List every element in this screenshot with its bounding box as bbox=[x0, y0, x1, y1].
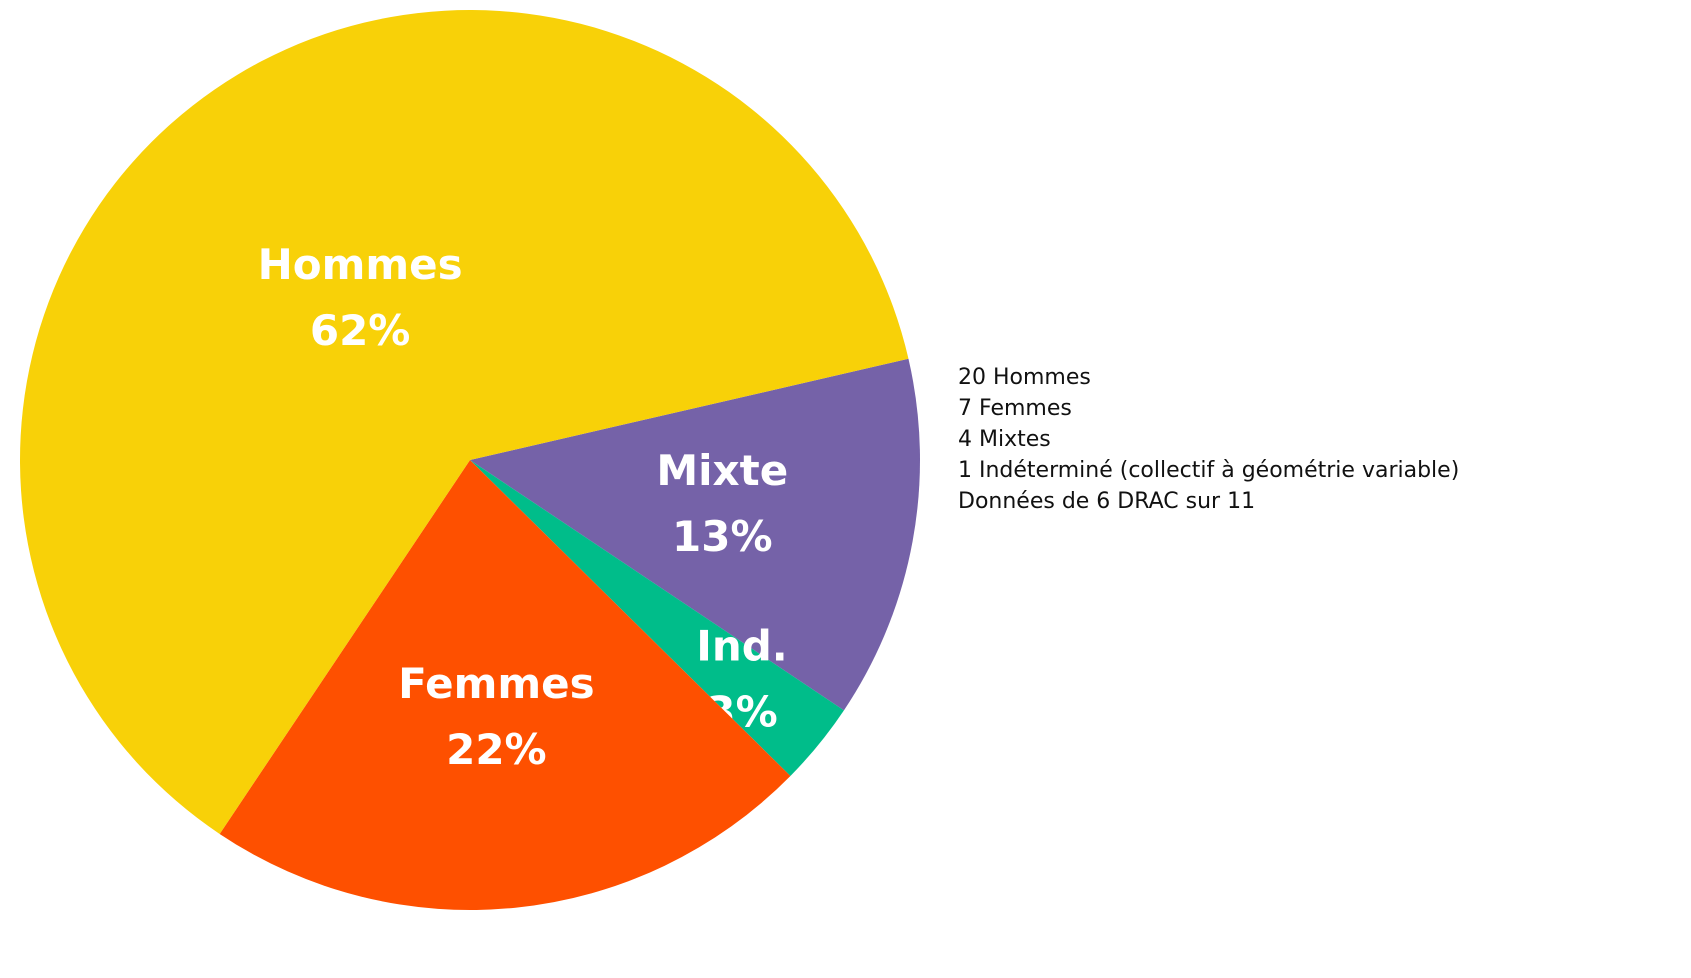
note-line: 20 Hommes bbox=[958, 365, 1091, 390]
pie-slice bbox=[20, 10, 909, 834]
slice-value-label: 62% bbox=[310, 306, 411, 355]
pie-slice bbox=[470, 358, 920, 711]
note-line: Données de 6 DRAC sur 11 bbox=[958, 489, 1255, 514]
slice-label: Hommes bbox=[258, 240, 463, 289]
slice-label: Ind. bbox=[696, 621, 788, 670]
note-line: 1 Indéterminé (collectif à géométrie var… bbox=[958, 458, 1459, 483]
slice-label: Mixte bbox=[656, 446, 788, 495]
note-line: 4 Mixtes bbox=[958, 427, 1051, 452]
note-line: 7 Femmes bbox=[958, 396, 1072, 421]
slice-label: Femmes bbox=[398, 659, 595, 708]
pie-slice bbox=[219, 460, 791, 910]
pie-slice bbox=[470, 460, 844, 776]
slice-value-label: 22% bbox=[446, 725, 547, 774]
slice-value-label: 13% bbox=[672, 512, 773, 561]
